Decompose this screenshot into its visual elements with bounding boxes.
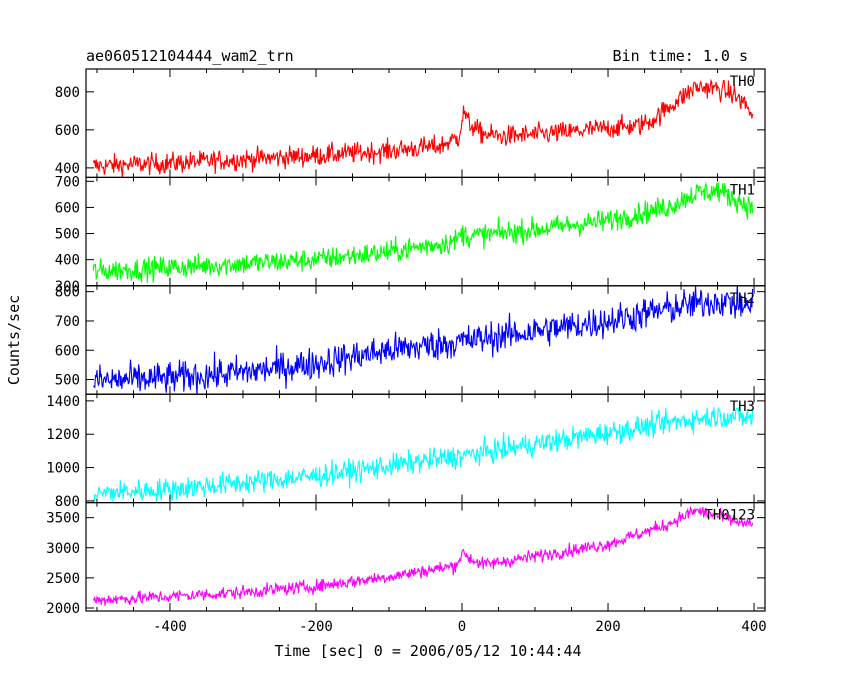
y-tick-label-th0123: 2500 — [46, 571, 80, 587]
y-tick-label-th1: 700 — [55, 174, 80, 190]
panel-frame-th1 — [85, 176, 766, 287]
series-line-th1 — [92, 181, 754, 283]
y-tick-label-th1: 300 — [55, 279, 80, 295]
y-tick-label-th0: 800 — [55, 85, 80, 101]
y-tick-label-th1: 400 — [55, 253, 80, 269]
panels-group: 400 600 800 TH0 300 400 500 600 700 TH1 500 600 700 8… — [46, 68, 767, 635]
chart-title: ae060512104444_wam2_trn — [86, 47, 294, 65]
panel-label-th2: TH2 — [730, 291, 755, 307]
panel-label-th3: TH3 — [730, 399, 755, 415]
y-tick-label-th2: 500 — [55, 373, 80, 389]
series-line-th0123 — [92, 505, 754, 606]
panel-label-th0: TH0 — [730, 74, 755, 90]
series-line-th2 — [92, 285, 754, 395]
y-tick-label-th0: 400 — [55, 161, 80, 177]
x-tick-label: 200 — [595, 619, 620, 635]
y-axis-label: Counts/sec — [5, 295, 23, 385]
y-tick-label-th0123: 3000 — [46, 541, 80, 557]
y-tick-label-th1: 600 — [55, 200, 80, 216]
panel-label-th1: TH1 — [730, 182, 755, 198]
y-tick-label-th0123: 3500 — [46, 511, 80, 527]
x-tick-label: 400 — [741, 619, 766, 635]
bin-time-label: Bin time: 1.0 s — [613, 47, 748, 65]
series-line-th0 — [92, 78, 754, 178]
y-tick-label-th3: 1000 — [46, 461, 80, 477]
x-tick-label: -400 — [153, 619, 187, 635]
x-tick-label: 0 — [458, 619, 466, 635]
y-tick-label-th3: 1400 — [46, 394, 80, 410]
y-tick-label-th1: 500 — [55, 227, 80, 243]
y-tick-label-th0123: 2000 — [46, 601, 80, 617]
x-tick-label: -200 — [299, 619, 333, 635]
series-line-th3 — [92, 407, 754, 503]
y-tick-label-th3: 800 — [55, 494, 80, 510]
x-axis-label: Time [sec] 0 = 2006/05/12 10:44:44 — [274, 642, 581, 660]
y-tick-label-th2: 600 — [55, 343, 80, 359]
panel-label-th0123: TH0123 — [704, 508, 755, 524]
y-tick-label-th3: 1200 — [46, 427, 80, 443]
y-tick-label-th2: 700 — [55, 314, 80, 330]
y-tick-label-th0: 600 — [55, 123, 80, 139]
y-tick-label-th2: 800 — [55, 285, 80, 301]
